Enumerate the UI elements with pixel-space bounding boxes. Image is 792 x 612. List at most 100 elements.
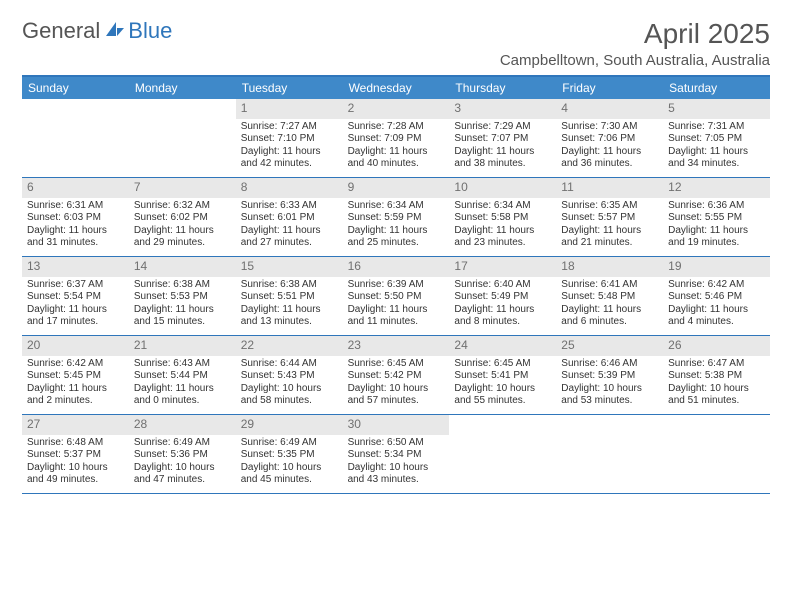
day-number: 11: [561, 180, 573, 194]
day-number: 27: [27, 417, 40, 431]
day-number-bar: 16: [343, 257, 450, 277]
sunset-text: Sunset: 7:09 PM: [348, 133, 445, 146]
daylight-text: Daylight: 10 hours and 49 minutes.: [27, 462, 124, 487]
sunset-text: Sunset: 6:03 PM: [27, 212, 124, 225]
daylight-text: Daylight: 11 hours and 38 minutes.: [454, 146, 551, 171]
sunset-text: Sunset: 6:01 PM: [241, 212, 338, 225]
sunrise-text: Sunrise: 6:36 AM: [668, 200, 765, 213]
day-cell: 14 Sunrise: 6:38 AMSunset: 5:53 PMDayligh…: [129, 257, 236, 335]
sunset-text: Sunset: 5:46 PM: [668, 291, 765, 304]
sunset-text: Sunset: 5:58 PM: [454, 212, 551, 225]
daylight-text: Daylight: 11 hours and 15 minutes.: [134, 304, 231, 329]
day-number: 7: [134, 180, 141, 194]
sunrise-text: Sunrise: 7:30 AM: [561, 121, 658, 134]
sunrise-text: Sunrise: 6:37 AM: [27, 279, 124, 292]
sunset-text: Sunset: 5:36 PM: [134, 449, 231, 462]
sunrise-text: Sunrise: 6:38 AM: [134, 279, 231, 292]
sunset-text: Sunset: 5:41 PM: [454, 370, 551, 383]
day-cell: 18Sunrise: 6:41 AMSunset: 5:48 PMDayligh…: [556, 257, 663, 335]
day-number-bar: [663, 415, 770, 419]
sunset-text: Sunset: 5:34 PM: [348, 449, 445, 462]
sunrise-text: Sunrise: 6:50 AM: [348, 437, 445, 450]
weekday-3: Wednesday: [343, 77, 450, 99]
day-cell: [556, 415, 663, 493]
location-text: Campbelltown, South Australia, Australia: [500, 52, 770, 69]
day-number-bar: 18: [556, 257, 663, 277]
weekday-4: Thursday: [449, 77, 556, 99]
brand-part2: Blue: [128, 18, 172, 44]
day-number: 3: [454, 101, 461, 115]
daylight-text: Daylight: 11 hours and 4 minutes.: [668, 304, 765, 329]
daylight-text: Daylight: 11 hours and 21 minutes.: [561, 225, 658, 250]
week-row: 20Sunrise: 6:42 AMSunset: 5:45 PMDayligh…: [22, 336, 770, 415]
sunrise-text: Sunrise: 6:43 AM: [134, 358, 231, 371]
day-cell: 15Sunrise: 6:38 AMSunset: 5:51 PMDayligh…: [236, 257, 343, 335]
weekday-2: Tuesday: [236, 77, 343, 99]
weekday-5: Friday: [556, 77, 663, 99]
day-number: 20: [27, 338, 40, 352]
daylight-text: Daylight: 10 hours and 45 minutes.: [241, 462, 338, 487]
daylight-text: Daylight: 11 hours and 31 minutes.: [27, 225, 124, 250]
day-number: 16: [348, 259, 361, 273]
day-number-bar: 2: [343, 99, 450, 119]
daylight-text: Daylight: 10 hours and 47 minutes.: [134, 462, 231, 487]
sunset-text: Sunset: 5:37 PM: [27, 449, 124, 462]
sunset-text: Sunset: 7:07 PM: [454, 133, 551, 146]
sunrise-text: Sunrise: 6:32 AM: [134, 200, 231, 213]
day-number-bar: 7: [129, 178, 236, 198]
day-number-bar: 17: [449, 257, 556, 277]
day-number-bar: [129, 99, 236, 103]
day-number-bar: 1: [236, 99, 343, 119]
sunset-text: Sunset: 5:49 PM: [454, 291, 551, 304]
day-number-bar: 11: [556, 178, 663, 198]
sunrise-text: Sunrise: 6:34 AM: [348, 200, 445, 213]
day-number: 9: [348, 180, 355, 194]
day-number: 22: [241, 338, 254, 352]
day-cell: [129, 99, 236, 177]
sunset-text: Sunset: 6:02 PM: [134, 212, 231, 225]
day-number: 4: [561, 101, 568, 115]
day-number-bar: 15: [236, 257, 343, 277]
day-cell: 30Sunrise: 6:50 AMSunset: 5:34 PMDayligh…: [343, 415, 450, 493]
day-number: 25: [561, 338, 574, 352]
day-number-bar: 20: [22, 336, 129, 356]
day-number: 17: [454, 259, 467, 273]
day-number-bar: 21: [129, 336, 236, 356]
day-number-bar: 3: [449, 99, 556, 119]
day-cell: 12Sunrise: 6:36 AMSunset: 5:55 PMDayligh…: [663, 178, 770, 256]
sunset-text: Sunset: 5:38 PM: [668, 370, 765, 383]
day-number: 14: [134, 259, 147, 273]
day-number: 28: [134, 417, 147, 431]
day-cell: 9Sunrise: 6:34 AMSunset: 5:59 PMDaylight…: [343, 178, 450, 256]
daylight-text: Daylight: 11 hours and 23 minutes.: [454, 225, 551, 250]
month-title: April 2025: [500, 18, 770, 50]
week-row: 6Sunrise: 6:31 AMSunset: 6:03 PMDaylight…: [22, 178, 770, 257]
day-cell: 28Sunrise: 6:49 AMSunset: 5:36 PMDayligh…: [129, 415, 236, 493]
daylight-text: Daylight: 11 hours and 0 minutes.: [134, 383, 231, 408]
sunrise-text: Sunrise: 7:28 AM: [348, 121, 445, 134]
brand-part1: General: [22, 18, 100, 44]
sunrise-text: Sunrise: 6:38 AM: [241, 279, 338, 292]
sunset-text: Sunset: 5:53 PM: [134, 291, 231, 304]
day-number-bar: 10: [449, 178, 556, 198]
sunset-text: Sunset: 5:43 PM: [241, 370, 338, 383]
day-number-bar: 14: [129, 257, 236, 277]
sunset-text: Sunset: 5:50 PM: [348, 291, 445, 304]
sunset-text: Sunset: 7:05 PM: [668, 133, 765, 146]
daylight-text: Daylight: 10 hours and 51 minutes.: [668, 383, 765, 408]
sunrise-text: Sunrise: 6:47 AM: [668, 358, 765, 371]
day-cell: 24Sunrise: 6:45 AMSunset: 5:41 PMDayligh…: [449, 336, 556, 414]
day-number-bar: 19: [663, 257, 770, 277]
day-cell: 22Sunrise: 6:44 AMSunset: 5:43 PMDayligh…: [236, 336, 343, 414]
day-cell: 17Sunrise: 6:40 AMSunset: 5:49 PMDayligh…: [449, 257, 556, 335]
daylight-text: Daylight: 11 hours and 40 minutes.: [348, 146, 445, 171]
sunset-text: Sunset: 5:57 PM: [561, 212, 658, 225]
sunrise-text: Sunrise: 6:39 AM: [348, 279, 445, 292]
daylight-text: Daylight: 11 hours and 13 minutes.: [241, 304, 338, 329]
day-number-bar: [449, 415, 556, 419]
day-cell: 19Sunrise: 6:42 AMSunset: 5:46 PMDayligh…: [663, 257, 770, 335]
daylight-text: Daylight: 10 hours and 57 minutes.: [348, 383, 445, 408]
day-number-bar: 9: [343, 178, 450, 198]
day-number: 23: [348, 338, 361, 352]
daylight-text: Daylight: 11 hours and 29 minutes.: [134, 225, 231, 250]
